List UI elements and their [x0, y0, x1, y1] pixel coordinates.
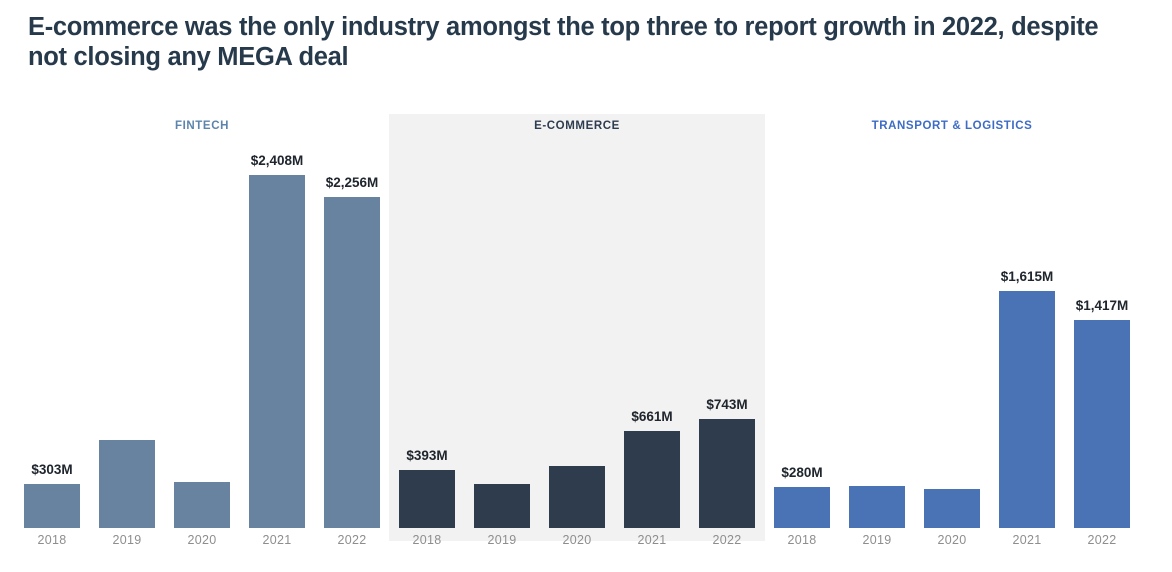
value-label-ecommerce-2018: $393M — [406, 448, 448, 463]
bar-fintech-2019 — [99, 440, 155, 528]
page-title-line-1: E-commerce was the only industry amongst… — [28, 13, 1099, 41]
page-title: E-commerce was the only industry amongst… — [28, 12, 1099, 72]
year-label-ecommerce-2021: 2021 — [637, 533, 667, 547]
bar-ecommerce-2018 — [399, 470, 455, 528]
bar-fintech-2022 — [324, 197, 380, 528]
year-label-transport-logistics-2019: 2019 — [862, 533, 892, 547]
year-label-transport-logistics-2021: 2021 — [1012, 533, 1042, 547]
year-label-fintech-2019: 2019 — [112, 533, 142, 547]
year-label-fintech-2021: 2021 — [262, 533, 292, 547]
value-label-ecommerce-2021: $661M — [631, 409, 673, 424]
value-label-ecommerce-2022: $743M — [706, 397, 748, 412]
year-label-transport-logistics-2020: 2020 — [937, 533, 967, 547]
bar-transport-logistics-2019 — [849, 486, 905, 528]
page-title-line-2: not closing any MEGA deal — [28, 43, 349, 71]
bar-transport-logistics-2018 — [774, 487, 830, 528]
bar-ecommerce-2020 — [549, 466, 605, 528]
value-label-fintech-2022: $2,256M — [325, 175, 379, 190]
bar-transport-logistics-2021 — [999, 291, 1055, 528]
bar-ecommerce-2022 — [699, 419, 755, 528]
bar-transport-logistics-2020 — [924, 489, 980, 528]
section-header-fintech: FINTECH — [174, 120, 230, 132]
year-label-transport-logistics-2018: 2018 — [787, 533, 817, 547]
bar-ecommerce-2019 — [474, 484, 530, 528]
year-label-ecommerce-2019: 2019 — [487, 533, 517, 547]
year-label-ecommerce-2018: 2018 — [412, 533, 442, 547]
bar-transport-logistics-2022 — [1074, 320, 1130, 528]
year-label-fintech-2018: 2018 — [37, 533, 67, 547]
year-label-fintech-2020: 2020 — [187, 533, 217, 547]
year-label-ecommerce-2020: 2020 — [562, 533, 592, 547]
section-header-transport-logistics: TRANSPORT & LOGISTICS — [871, 120, 1033, 132]
value-label-fintech-2021: $2,408M — [250, 153, 304, 168]
value-label-transport-logistics-2018: $280M — [781, 465, 823, 480]
bar-fintech-2020 — [174, 482, 230, 528]
section-header-ecommerce: E-COMMERCE — [534, 120, 620, 132]
year-label-ecommerce-2022: 2022 — [712, 533, 742, 547]
value-label-transport-logistics-2021: $1,615M — [1000, 269, 1054, 284]
year-label-fintech-2022: 2022 — [337, 533, 367, 547]
bar-fintech-2021 — [249, 175, 305, 528]
year-label-transport-logistics-2022: 2022 — [1087, 533, 1117, 547]
value-label-fintech-2018: $303M — [31, 462, 73, 477]
bar-ecommerce-2021 — [624, 431, 680, 528]
bar-fintech-2018 — [24, 484, 80, 528]
value-label-transport-logistics-2022: $1,417M — [1075, 298, 1129, 313]
